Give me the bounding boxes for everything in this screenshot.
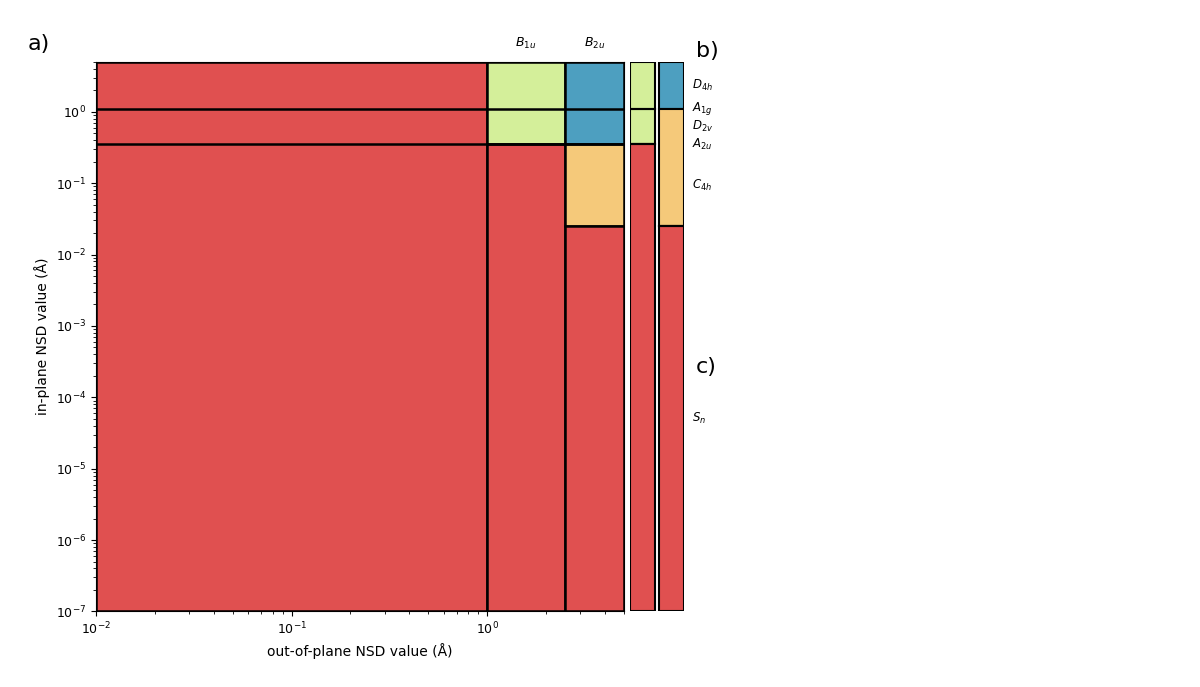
X-axis label: out-of-plane NSD value (Å): out-of-plane NSD value (Å) — [268, 643, 452, 660]
Text: $C_{4h}$: $C_{4h}$ — [692, 178, 713, 193]
Text: $A_{2u}$: $A_{2u}$ — [692, 137, 713, 152]
Bar — [487, 144, 565, 611]
Text: b): b) — [696, 41, 719, 61]
Bar — [659, 62, 684, 109]
Text: $B_{2u}$: $B_{2u}$ — [584, 36, 605, 51]
Bar — [659, 109, 684, 226]
Bar — [565, 62, 624, 144]
Text: $S_n$: $S_n$ — [692, 412, 707, 427]
Bar — [96, 62, 487, 611]
Bar — [487, 62, 565, 144]
Text: $A_{1g}$: $A_{1g}$ — [692, 100, 713, 117]
Text: a): a) — [28, 34, 49, 54]
Bar — [565, 226, 624, 611]
Bar — [630, 62, 655, 144]
Text: c): c) — [696, 357, 716, 377]
Text: $D_{2v}$: $D_{2v}$ — [692, 119, 713, 134]
Text: $D_{4h}$: $D_{4h}$ — [692, 78, 713, 93]
Text: $B_{1u}$: $B_{1u}$ — [515, 36, 536, 51]
Bar — [659, 226, 684, 611]
Bar — [630, 144, 655, 611]
Bar — [565, 144, 624, 226]
Y-axis label: in-plane NSD value (Å): in-plane NSD value (Å) — [35, 258, 50, 416]
